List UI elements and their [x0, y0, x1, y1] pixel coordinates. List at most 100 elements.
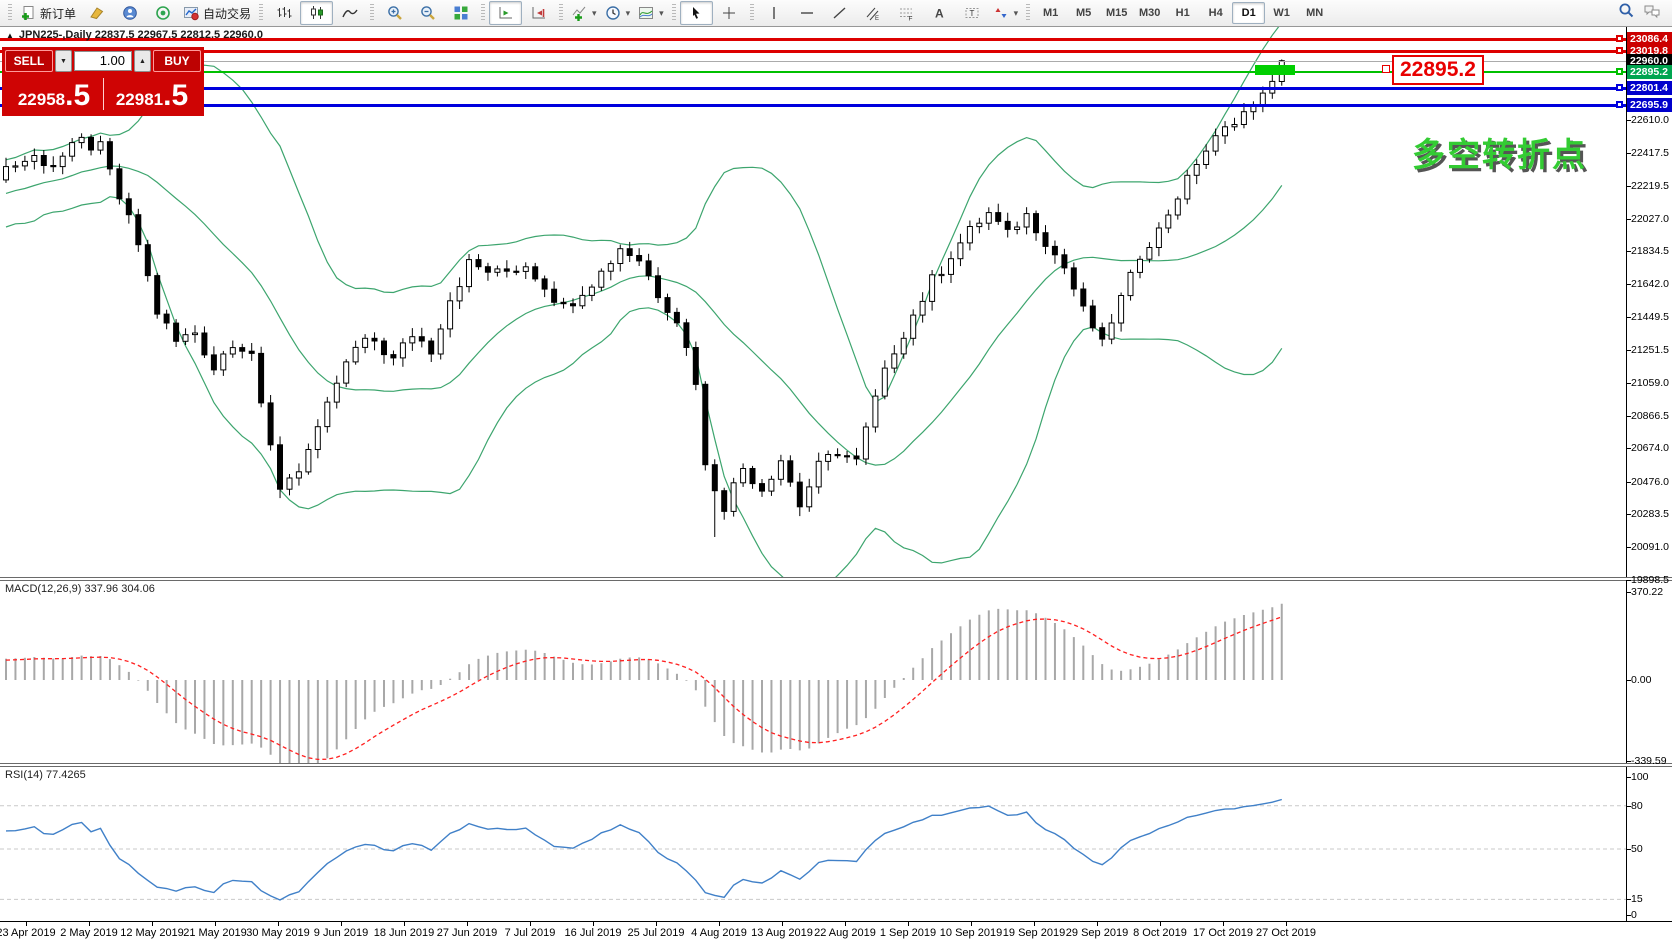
date-axis-label: 12 May 2019 [120, 927, 184, 939]
toolbar: 新订单 自动交易 [0, 0, 1672, 27]
timeframe-button-W1[interactable]: W1 [1273, 7, 1290, 19]
new-order-icon [20, 5, 36, 21]
sell-button[interactable]: SELL [5, 50, 53, 72]
collapse-arrow-icon[interactable]: ▲ [6, 30, 14, 40]
axis-tick-mark [1626, 806, 1631, 807]
chart-shift-button[interactable] [522, 1, 555, 25]
date-axis-label: 19 Sep 2019 [1002, 927, 1066, 939]
periods-caret-icon: ▾ [625, 7, 631, 18]
date-tick-mark [530, 921, 531, 926]
zoom-out-button[interactable] [411, 1, 444, 25]
vertical-line-tool-button[interactable] [758, 1, 791, 25]
rsi-plot[interactable] [0, 768, 1626, 921]
sell-price[interactable]: 22958.5 [5, 74, 103, 112]
timeframe-button-D1[interactable]: D1 [1232, 2, 1266, 24]
date-axis-border [0, 921, 1672, 922]
fibonacci-tool-button[interactable]: F [890, 1, 923, 25]
horizontal-line-22960.0[interactable] [0, 61, 1626, 62]
tile-windows-button[interactable] [444, 1, 477, 25]
horizontal-line-22801.4[interactable] [0, 87, 1626, 90]
toolbar-grip[interactable] [8, 4, 12, 22]
toolbar-grip[interactable] [259, 4, 264, 22]
line-anchor-square[interactable] [1616, 84, 1623, 91]
indicators-button[interactable]: ▾ [567, 1, 601, 25]
buy-price[interactable]: 22981.5 [103, 74, 201, 112]
toolbar-grip[interactable] [370, 4, 375, 22]
macd-panel-separator[interactable] [0, 577, 1672, 581]
timeframe-button-M1[interactable]: M1 [1043, 7, 1059, 19]
text-tool-icon: A [931, 5, 947, 21]
cursor-button[interactable] [679, 1, 713, 25]
horizontal-line-22895.2[interactable] [0, 71, 1626, 73]
macd-axis-tick: -339.59 [1631, 755, 1667, 767]
new-order-button[interactable]: 新订单 [16, 1, 80, 25]
horizontal-line-23019.8[interactable] [0, 50, 1626, 53]
green-rectangle-object[interactable] [1255, 65, 1295, 75]
rsi-panel-separator[interactable] [0, 763, 1672, 767]
horizontal-line-tool-button[interactable] [791, 1, 824, 25]
volume-increase-button[interactable]: ▲ [134, 50, 151, 72]
line-anchor-square[interactable] [1616, 101, 1623, 108]
annotation-text-object[interactable]: 多空转折点 [1412, 136, 1587, 173]
main-chart-plot[interactable] [0, 27, 1626, 577]
svg-text:F: F [909, 16, 913, 22]
line-anchor-square[interactable] [1616, 35, 1623, 42]
toolbar-grip[interactable] [559, 4, 564, 22]
line-anchor-square[interactable] [1616, 47, 1623, 54]
auto-scroll-button[interactable] [489, 1, 523, 25]
arrows-tool-button[interactable]: ▾ [989, 1, 1023, 25]
date-tick-mark [845, 921, 846, 926]
timeframe-button-MN[interactable]: MN [1306, 7, 1324, 19]
search-icon[interactable] [1618, 2, 1635, 24]
volume-input[interactable]: 1.00 [74, 51, 132, 71]
date-axis-label: 29 Sep 2019 [1065, 927, 1129, 939]
horizontal-line-23086.4[interactable] [0, 38, 1626, 41]
text-label-tool-button[interactable]: T [956, 1, 989, 25]
timeframe-button-M15[interactable]: M15 [1105, 7, 1128, 19]
toolbar-grip[interactable] [481, 4, 486, 22]
axis-tick-mark [1626, 383, 1631, 384]
chart-title-text: JPN225-,Daily 22837.5 22967.5 22812.5 22… [18, 29, 263, 41]
profile-button[interactable] [113, 1, 146, 25]
buy-button[interactable]: BUY [153, 50, 201, 72]
axis-tick-mark [1626, 251, 1631, 252]
timeframe-button-H1[interactable]: H1 [1175, 7, 1190, 19]
zoom-in-button[interactable] [378, 1, 411, 25]
horizontal-line-22695.9[interactable] [0, 104, 1626, 107]
periods-button[interactable]: ▾ [601, 1, 635, 25]
toolbar-grip[interactable] [749, 4, 754, 22]
text-tool-button[interactable]: A [923, 1, 956, 25]
templates-button[interactable]: ▾ [634, 1, 668, 25]
toolbar-grip[interactable] [671, 4, 676, 22]
macd-plot[interactable] [0, 582, 1626, 763]
trendline-icon [832, 5, 848, 21]
channel-tool-button[interactable]: E [857, 1, 890, 25]
crosshair-button[interactable] [713, 1, 746, 25]
chat-icon[interactable] [1643, 3, 1662, 24]
date-axis-label: 27 Oct 2019 [1256, 927, 1316, 939]
timeframe-button-M30[interactable]: M30 [1138, 7, 1161, 19]
axis-tick-mark [1626, 448, 1631, 449]
timeframe-button-M5[interactable]: M5 [1076, 7, 1092, 19]
highlighter-button[interactable] [80, 1, 113, 25]
rsi-axis-tick: 0 [1631, 909, 1637, 921]
date-tick-mark [1223, 921, 1224, 926]
trendline-tool-button[interactable] [824, 1, 857, 25]
date-tick-mark [404, 921, 405, 926]
toolbar-grip[interactable] [1026, 4, 1031, 22]
autotrading-button[interactable]: 自动交易 [179, 1, 255, 25]
autotrading-label: 自动交易 [203, 6, 252, 21]
line-chart-button[interactable] [333, 1, 366, 25]
macd-value-main: 337.96 [84, 583, 119, 595]
broadcast-button[interactable] [146, 1, 179, 25]
bar-chart-button[interactable] [267, 1, 300, 25]
price-label-anchor[interactable] [1382, 65, 1390, 73]
price-axis-tick: 20674.0 [1631, 442, 1669, 454]
candlestick-chart-button[interactable] [300, 1, 334, 25]
price-line-axis-label: 22801.4 [1627, 81, 1672, 95]
timeframe-button-H4[interactable]: H4 [1208, 7, 1223, 19]
tile-windows-icon [453, 5, 469, 21]
price-label-object[interactable]: 22895.2 [1392, 55, 1484, 85]
volume-decrease-button[interactable]: ▼ [55, 50, 72, 72]
line-anchor-square[interactable] [1616, 68, 1623, 75]
